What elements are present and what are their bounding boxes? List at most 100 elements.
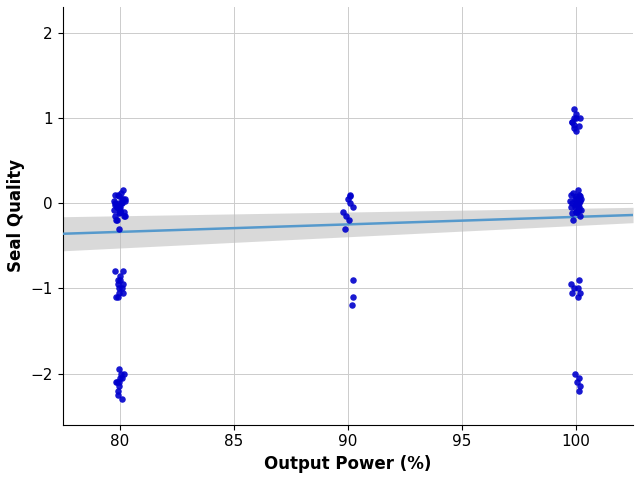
Point [566,280,576,288]
Point [573,285,584,292]
Point [568,189,578,197]
Point [117,280,127,288]
Point [567,289,577,297]
Point [116,370,127,377]
Point [111,293,122,300]
Point [115,208,125,216]
Point [114,383,124,390]
Point [119,370,129,377]
Point [117,396,127,403]
Point [114,378,124,386]
Point [118,195,128,203]
Point [566,118,577,126]
Point [116,195,127,203]
Point [344,216,354,224]
Point [566,191,576,198]
Point [114,199,124,207]
Point [576,195,586,203]
Point [111,204,122,211]
Point [117,199,127,207]
Point [570,192,580,200]
Point [109,191,120,198]
Point [348,204,358,211]
Point [113,293,123,300]
Point [115,204,125,211]
Point [348,276,358,284]
Point [571,127,581,134]
Point [113,391,124,399]
Point [114,204,124,211]
Point [116,189,126,197]
Point [571,208,581,216]
Point [115,208,125,216]
Point [575,383,585,390]
Point [348,293,358,300]
Point [570,201,580,209]
Point [569,106,579,113]
Point [115,206,125,214]
Point [576,206,586,214]
Point [113,191,124,198]
Point [113,276,124,284]
Point [109,212,120,220]
Point [345,192,355,200]
Point [115,285,125,292]
Point [575,197,586,204]
Point [569,124,579,132]
Point [113,365,124,373]
Point [340,212,351,220]
Point [117,374,127,382]
Point [340,225,350,232]
Point [571,110,581,118]
Point [116,199,126,207]
Point [115,272,125,279]
Point [347,301,357,309]
Point [565,198,575,205]
Point [575,114,585,121]
Point [115,208,125,216]
Point [573,202,583,209]
Point [567,118,577,126]
Point [120,198,130,205]
Point [111,378,121,386]
Point [567,199,577,207]
Point [111,216,122,224]
Point [118,267,129,275]
Point [570,114,580,121]
Point [570,199,580,207]
Point [109,197,119,204]
Point [574,191,584,198]
Point [114,225,124,232]
Point [345,199,355,207]
X-axis label: Output Power (%): Output Power (%) [264,455,431,473]
Point [570,195,580,203]
Point [569,285,579,292]
Point [115,374,125,382]
Point [345,191,355,198]
Point [574,387,584,395]
Point [568,121,579,129]
Point [109,206,119,214]
Point [571,208,581,216]
Point [113,209,124,217]
Point [120,195,130,203]
Point [574,199,584,207]
Point [573,374,584,382]
Point [573,293,583,300]
Point [113,280,124,288]
Point [109,199,120,207]
Point [574,276,584,284]
Point [119,212,129,220]
Point [118,289,128,297]
Point [575,289,585,297]
Point [572,378,582,386]
Point [566,204,576,211]
Y-axis label: Seal Quality: Seal Quality [7,159,25,273]
Point [110,267,120,275]
Point [119,208,129,216]
Point [343,195,353,203]
Point [574,206,584,214]
Point [112,204,122,211]
Point [570,204,580,211]
Point [575,192,585,200]
